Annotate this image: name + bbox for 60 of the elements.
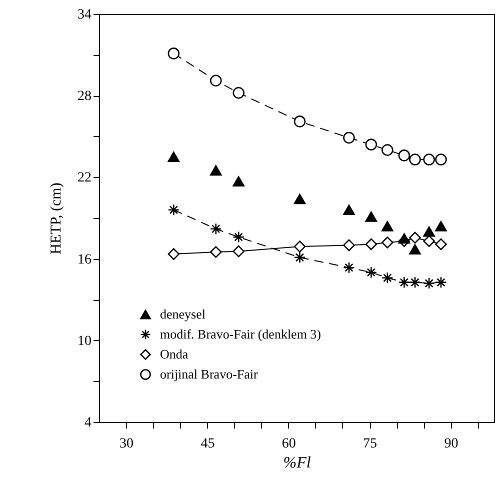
point (365, 238, 378, 250)
point (294, 252, 306, 264)
x-tick-label: 30 (120, 436, 134, 452)
y-tick-label: 10 (78, 334, 92, 349)
y-tick-label: 4 (84, 416, 92, 430)
point (343, 239, 355, 252)
point (168, 48, 180, 60)
point (168, 152, 180, 162)
y-axis-title: HETP, (cm) (48, 182, 64, 254)
point (232, 245, 244, 258)
point (423, 154, 435, 166)
point (210, 222, 222, 235)
point (343, 204, 355, 216)
y-tick-label: 28 (78, 89, 92, 104)
x-tick-label: 75 (363, 436, 378, 452)
point (435, 276, 447, 288)
point (232, 86, 244, 99)
point (168, 248, 180, 260)
legend-label: Onda (160, 346, 188, 362)
point (365, 138, 378, 150)
point (435, 238, 447, 250)
x-tick-label: 60 (282, 436, 296, 452)
point (232, 231, 244, 243)
point (409, 276, 421, 288)
point (210, 74, 222, 87)
legend-label: orijinal Bravo-Fair (160, 366, 259, 382)
x-axis-title: %Fl (283, 454, 312, 472)
point (409, 154, 421, 166)
point (382, 236, 394, 248)
point (382, 144, 394, 156)
y-tick-label: 16 (78, 252, 92, 268)
y-tick-label: 34 (78, 8, 92, 22)
point (168, 204, 180, 216)
point (382, 220, 394, 232)
x-tick-label: 90 (444, 436, 458, 452)
point (398, 150, 410, 162)
point (365, 266, 378, 278)
point (423, 226, 435, 237)
point (382, 272, 394, 284)
point (343, 132, 355, 144)
legend-label: deneysel (160, 306, 206, 322)
point (435, 154, 447, 166)
point (365, 211, 378, 222)
point (398, 233, 410, 244)
x-tick-label: 45 (200, 436, 215, 452)
point (210, 165, 222, 176)
point (423, 235, 435, 248)
point (409, 232, 421, 244)
point (435, 220, 447, 232)
legend-label: modif. Bravo-Fair (denklem 3) (160, 326, 322, 342)
point (423, 277, 435, 290)
point (294, 194, 306, 204)
point (210, 246, 222, 258)
point (294, 116, 306, 128)
y-tick-label: 22 (78, 170, 92, 186)
point (294, 240, 306, 252)
point (409, 244, 421, 254)
point (343, 262, 355, 274)
point (232, 176, 244, 186)
point (398, 276, 410, 288)
